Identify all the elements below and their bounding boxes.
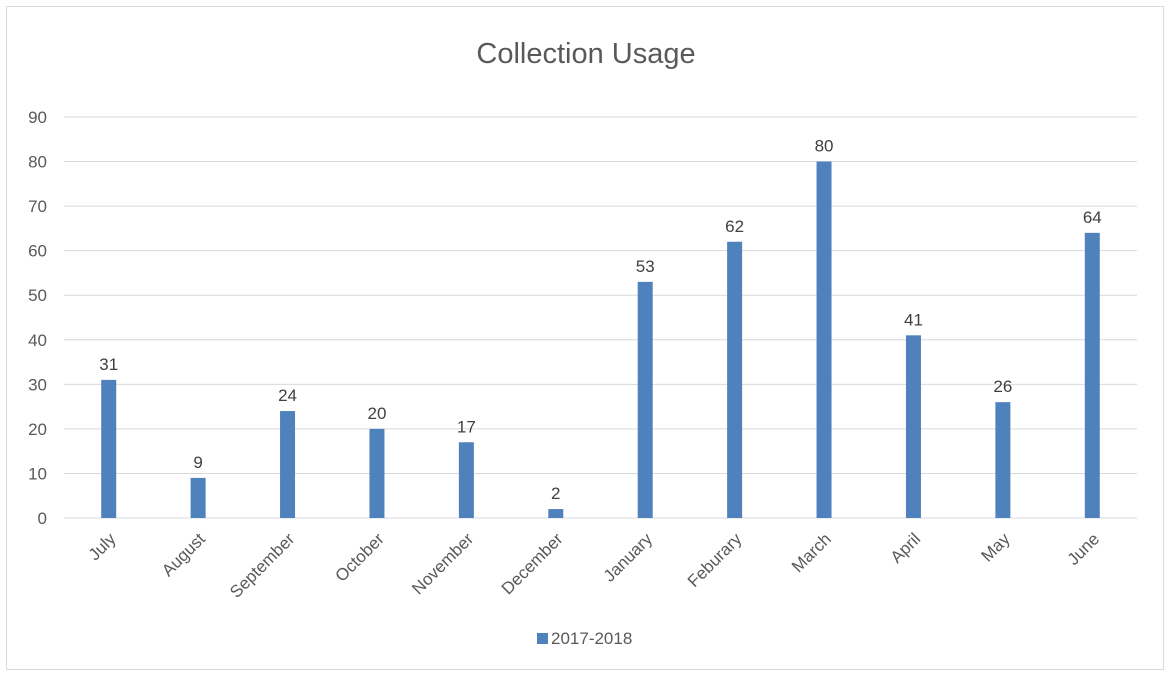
y-tick-label: 80	[28, 153, 47, 172]
data-label: 31	[99, 355, 118, 374]
x-tick-label: September	[226, 529, 298, 601]
y-tick-label: 90	[28, 108, 47, 127]
x-tick-label: April	[887, 529, 924, 566]
x-tick-label: November	[408, 529, 477, 598]
x-tick-label: Feburary	[684, 529, 746, 591]
bars	[101, 161, 1100, 519]
y-tick-label: 50	[28, 286, 47, 305]
gridlines	[64, 116, 1137, 519]
bar	[369, 428, 385, 518]
data-label: 20	[367, 404, 386, 423]
y-tick-label: 40	[28, 331, 47, 350]
data-label: 9	[193, 453, 202, 472]
x-tick-label: July	[85, 529, 120, 564]
y-tick-label: 10	[28, 464, 47, 483]
x-axis-ticks: July August September October November Decemb…	[85, 529, 1103, 602]
data-label: 24	[278, 386, 297, 405]
y-tick-label: 20	[28, 420, 47, 439]
data-label: 41	[904, 310, 923, 329]
chart-title: Collection Usage	[476, 38, 695, 70]
bar	[1084, 232, 1100, 518]
data-label: 53	[636, 257, 655, 276]
legend-label: 2017-2018	[551, 629, 632, 648]
x-tick-label: January	[600, 529, 657, 586]
data-label: 64	[1083, 208, 1102, 227]
x-tick-label: August	[158, 529, 209, 580]
bar	[190, 477, 206, 518]
bar	[995, 402, 1011, 518]
x-tick-label: May	[978, 529, 1014, 565]
y-tick-label: 0	[38, 509, 47, 528]
data-label: 2	[551, 484, 560, 503]
legend-swatch	[537, 633, 548, 644]
data-label: 26	[993, 377, 1012, 396]
bar	[458, 442, 474, 518]
y-tick-label: 30	[28, 375, 47, 394]
bar	[280, 411, 296, 518]
bar	[637, 281, 653, 518]
bar	[101, 379, 117, 518]
x-tick-label: June	[1064, 529, 1104, 569]
data-label: 62	[725, 217, 744, 236]
bar	[905, 335, 921, 518]
bar	[816, 161, 832, 519]
x-tick-label: March	[788, 529, 835, 576]
x-tick-label: October	[332, 529, 388, 585]
data-labels: 31 9 24 20 17 2 53 62 80 41 26 64	[99, 137, 1102, 504]
bar	[727, 241, 743, 518]
y-axis-ticks: 0 10 20 30 40 50 60 70 80 90	[28, 108, 47, 528]
data-label: 80	[815, 137, 834, 156]
data-label: 17	[457, 417, 476, 436]
y-tick-label: 70	[28, 197, 47, 216]
y-tick-label: 60	[28, 242, 47, 261]
legend: 2017-2018	[537, 629, 632, 648]
bar	[548, 509, 564, 518]
x-tick-label: December	[498, 529, 567, 598]
